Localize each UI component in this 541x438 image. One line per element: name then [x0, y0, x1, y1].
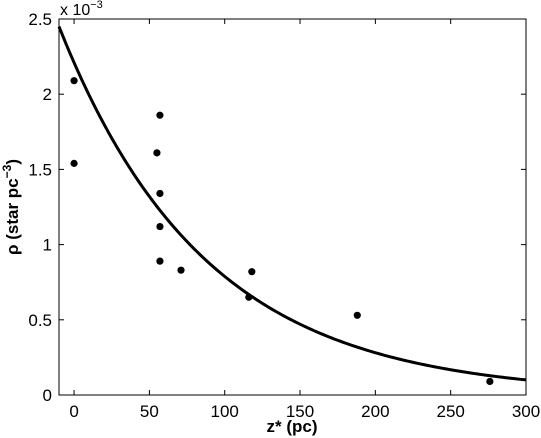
y-tick-label: 2.5	[28, 10, 52, 29]
data-point	[486, 377, 494, 386]
x-tick-label: 0	[69, 402, 78, 421]
data-point	[156, 257, 164, 265]
x-axis-ticks: 0 50 100 150 200 250 300	[69, 19, 540, 421]
x-tick-label: 50	[140, 402, 159, 421]
data-point	[70, 159, 78, 167]
y-exponent-label: x 10−3	[60, 0, 103, 19]
fit-curve	[57, 25, 527, 382]
y-axis-ticks: 0 0.5 1 1.5 2 2.5	[28, 10, 526, 405]
y-axis-title: ρ (star pc−3)	[0, 159, 22, 255]
data-point	[177, 266, 185, 274]
y-tick-label: 2	[43, 85, 52, 104]
x-tick-label: 100	[211, 402, 239, 421]
x-tick-label: 200	[361, 402, 389, 421]
x-tick-label: 300	[512, 402, 540, 421]
data-point	[156, 111, 164, 119]
y-tick-label: 0	[43, 386, 52, 405]
plot-area: 0 50 100 150 200 250 300 0 0.5 1 1.5 2 2.5	[28, 10, 540, 421]
data-point	[248, 268, 256, 276]
plot-frame	[58, 18, 527, 396]
data-point	[153, 149, 161, 157]
x-tick-label: 150	[286, 402, 314, 421]
x-axis-title: z* (pc)	[267, 417, 318, 436]
data-point	[156, 189, 164, 198]
data-points	[70, 77, 494, 386]
y-tick-label: 1.5	[28, 160, 52, 179]
y-tick-label: 1	[43, 236, 52, 255]
data-point	[70, 77, 78, 85]
data-point	[245, 293, 253, 301]
x-tick-label: 250	[436, 402, 464, 421]
data-point	[156, 222, 164, 231]
y-tick-label: 0.5	[28, 311, 52, 330]
data-point	[353, 311, 361, 319]
